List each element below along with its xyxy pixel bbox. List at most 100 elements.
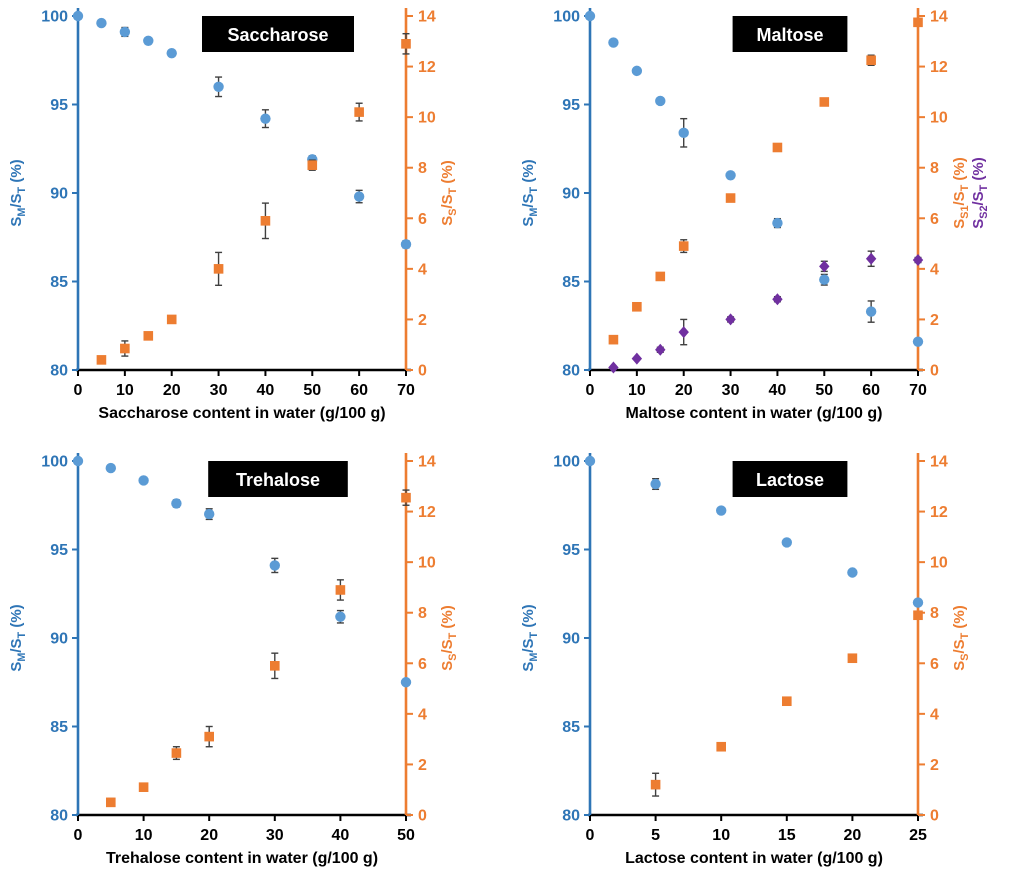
- right-tick-label: 12: [418, 59, 436, 76]
- data-point: [400, 677, 412, 688]
- right-tick-label: 10: [930, 110, 948, 127]
- data-point: [678, 127, 689, 139]
- x-tick-label: 50: [815, 382, 833, 399]
- data-point: [608, 361, 619, 374]
- left-tick-label: 95: [50, 542, 68, 559]
- x-axis: 0 10 20 30 40 50 Trehalose content in water (g…: [74, 813, 415, 867]
- right-tick-label: 8: [418, 605, 427, 622]
- x-tick-label: 10: [135, 827, 153, 844]
- x-axis-title: Lactose content in water (g/100 g): [625, 850, 883, 867]
- x-tick-label: 0: [586, 827, 595, 844]
- left-tick-label: 100: [553, 9, 580, 26]
- x-axis: 0 10 20 30 40 50 60 70 Saccharose content in wat…: [74, 368, 415, 422]
- data-point: [335, 611, 346, 622]
- data-point: [865, 252, 877, 265]
- left-tick-label: 80: [562, 808, 580, 825]
- data-point: [401, 39, 411, 49]
- right-tick-label: 10: [418, 110, 436, 127]
- chart-title-box: [732, 461, 848, 497]
- left-tick-label: 100: [41, 9, 68, 26]
- data-point: [72, 10, 84, 22]
- x-tick-label: 20: [163, 382, 181, 399]
- data-point: [584, 10, 596, 22]
- data-point: [650, 779, 661, 790]
- x-axis-title: Trehalose content in water (g/100 g): [106, 850, 378, 867]
- x-tick-label: 30: [266, 827, 284, 844]
- right-tick-label: 10: [418, 555, 436, 572]
- data-point: [105, 462, 117, 474]
- x-tick-label: 10: [116, 382, 134, 399]
- left-tick-label: 90: [50, 186, 68, 203]
- chart-title: Trehalose: [208, 461, 348, 497]
- right-tick-label: 0: [418, 363, 427, 380]
- right-tick-label: 14: [418, 454, 436, 471]
- data-point: [819, 97, 830, 107]
- x-tick-label: 10: [628, 382, 646, 399]
- data-point: [912, 597, 924, 608]
- right-axis-title: SS/ST (%): [439, 160, 459, 226]
- right-tick-label: 0: [930, 363, 939, 380]
- data-point: [204, 731, 214, 742]
- right-axis: 0 2 4 6 8 10 12 14 SS/ST (%): [916, 453, 971, 825]
- data-point: [913, 610, 923, 621]
- data-point: [772, 142, 783, 153]
- x-tick-label: 30: [722, 382, 740, 399]
- x-tick-label: 50: [303, 382, 321, 399]
- data-point: [819, 260, 830, 273]
- right-tick-label: 12: [418, 504, 436, 521]
- right-tick-label: 14: [930, 454, 948, 471]
- left-tick-label: 100: [41, 454, 68, 471]
- x-tick-label: 30: [210, 382, 228, 399]
- left-tick-label: 80: [562, 363, 580, 380]
- right-tick-label: 0: [418, 808, 427, 825]
- x-tick-label: 70: [909, 382, 927, 399]
- chart-saccharose: 0 10 20 30 40 50 60 70 Saccharose content in wat…: [0, 0, 512, 445]
- data-point: [335, 585, 346, 595]
- right-tick-label: 2: [930, 312, 939, 329]
- left-tick-label: 85: [50, 719, 68, 736]
- data-point: [166, 314, 177, 325]
- left-axis-title: SM/ST (%): [8, 159, 28, 226]
- series-sm-st: [584, 455, 924, 608]
- data-point: [138, 475, 149, 486]
- x-tick-label: 5: [651, 827, 660, 844]
- series-ss1-st: [608, 17, 923, 345]
- chart-title-text: Trehalose: [236, 470, 320, 490]
- right-axis-title: SS/ST (%): [439, 605, 459, 671]
- data-point: [631, 65, 643, 77]
- left-axis-title: SM/ST (%): [8, 604, 28, 671]
- left-tick-label: 95: [562, 542, 580, 559]
- data-point: [166, 47, 177, 59]
- x-tick-label: 70: [397, 382, 415, 399]
- left-axis: 80 85 90 95 100 SM/ST (%): [520, 8, 592, 380]
- chart-maltose: 0 10 20 30 40 50 60 70 Maltose content in water …: [512, 0, 1024, 445]
- x-tick-label: 20: [844, 827, 862, 844]
- left-tick-label: 80: [50, 363, 68, 380]
- left-axis: 80 85 90 95 100 SM/ST (%): [8, 453, 80, 825]
- x-tick-label: 0: [74, 827, 83, 844]
- data-point: [912, 254, 924, 267]
- data-point: [678, 241, 689, 251]
- x-tick-label: 60: [862, 382, 880, 399]
- data-point: [143, 35, 154, 46]
- left-tick-label: 95: [50, 97, 68, 114]
- left-tick-label: 85: [562, 719, 580, 736]
- chart-title: Maltose: [732, 16, 848, 52]
- x-tick-label: 0: [586, 382, 595, 399]
- right-tick-label: 4: [930, 706, 939, 723]
- right-axis: 0 2 4 6 8 10 12 14 SS/ST (%): [404, 8, 459, 380]
- right-axis-title: SS1/ST (%): [951, 157, 971, 229]
- left-tick-label: 95: [562, 97, 580, 114]
- x-axis-title: Saccharose content in water (g/100 g): [98, 405, 385, 422]
- right-tick-label: 14: [930, 9, 948, 26]
- data-point: [143, 331, 154, 341]
- left-tick-label: 90: [562, 186, 580, 203]
- chart-title: Saccharose: [202, 16, 354, 52]
- data-point: [584, 455, 596, 467]
- data-point: [632, 301, 642, 312]
- data-point: [772, 217, 783, 229]
- data-point: [725, 170, 736, 181]
- right-tick-label: 4: [418, 261, 427, 278]
